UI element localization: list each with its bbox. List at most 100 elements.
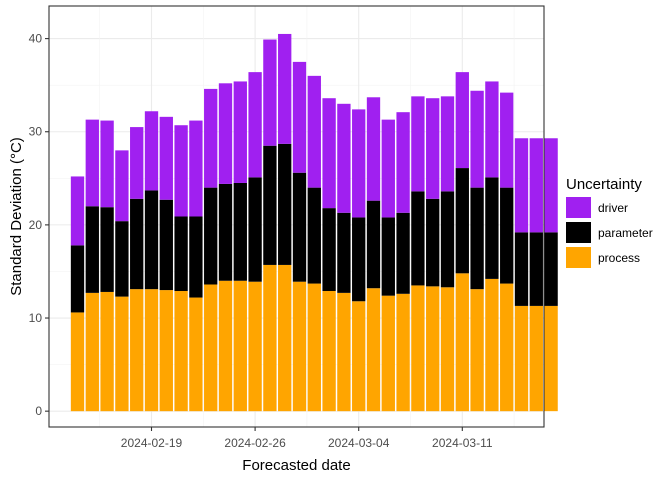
bar-segment-process [130, 289, 144, 412]
bar-segment-parameter [426, 198, 440, 287]
x-axis-title: Forecasted date [242, 457, 350, 474]
bar-segment-parameter [396, 212, 410, 294]
bar-segment-parameter [85, 206, 99, 293]
bar-segment-process [174, 291, 188, 412]
bar-segment-driver [292, 61, 307, 173]
bar-segment-driver [500, 92, 514, 188]
bar-segment-parameter [174, 216, 188, 292]
bar-segment-driver [144, 111, 159, 191]
bar-segment-process [292, 281, 307, 412]
bar-segment-driver [233, 81, 247, 183]
bar-segment-driver [159, 116, 173, 200]
bar-segment-process [70, 312, 85, 412]
bar-segment-driver [485, 81, 499, 178]
bar-segment-process [218, 280, 233, 412]
bar-segment-process [248, 281, 262, 412]
bar-segment-driver [366, 97, 381, 201]
bar-segment-process [470, 289, 484, 412]
bar-segment-process [85, 292, 99, 412]
bar-segment-process [233, 280, 247, 412]
bar-segment-process [426, 286, 440, 412]
bar-segment-process [159, 290, 173, 412]
bar-segment-driver [85, 119, 99, 207]
y-tick-label: 40 [29, 32, 43, 46]
bar-segment-process [322, 291, 336, 412]
bar-segment-process [455, 273, 469, 412]
bar-segment-driver [204, 88, 218, 188]
bar-segment-driver [352, 109, 366, 218]
bar-segment-parameter [144, 190, 159, 290]
bar-segment-parameter [544, 232, 558, 306]
bar-segment-process [514, 305, 529, 412]
legend-label-parameter: parameter [598, 226, 653, 240]
bar-segment-process [440, 287, 455, 412]
bar-segment-driver [514, 138, 529, 233]
y-tick-label: 20 [29, 218, 43, 232]
bar-segment-parameter [485, 177, 499, 279]
x-tick-label: 2024-02-26 [224, 436, 286, 450]
bar-segment-process [144, 289, 159, 412]
bar-segment-process [204, 284, 218, 412]
bar-segment-process [307, 283, 321, 412]
bar-segment-process [381, 295, 395, 412]
bar-segment-parameter [159, 199, 173, 291]
bar-segment-parameter [307, 187, 321, 284]
legend-label-driver: driver [598, 201, 628, 215]
bar-segment-driver [130, 127, 144, 199]
x-tick-label: 2024-03-04 [328, 436, 390, 450]
bar-segment-driver [411, 96, 425, 192]
bar-segment-process [352, 301, 366, 412]
legend-title: Uncertainty [566, 176, 642, 193]
legend-label-process: process [598, 251, 640, 265]
bar-segment-parameter [322, 208, 336, 292]
bar-segment-parameter [278, 143, 292, 265]
bar-segment-driver [470, 90, 484, 188]
bar-segment-process [396, 293, 410, 412]
legend-key-driver [566, 197, 591, 218]
bar-segment-parameter [411, 191, 425, 286]
bar-segment-parameter [337, 212, 351, 293]
bar-segment-process [529, 305, 543, 412]
bar-segment-driver [440, 96, 455, 192]
y-tick-label: 30 [29, 125, 43, 139]
bar-segment-driver [307, 75, 321, 188]
bar-segment-driver [455, 72, 469, 169]
bar-segment-driver [529, 138, 543, 233]
bar-segment-parameter [204, 187, 218, 285]
bar-segment-parameter [218, 183, 233, 281]
bar-segment-parameter [366, 200, 381, 289]
bar-segment-driver [70, 176, 85, 246]
y-tick-label: 10 [29, 311, 43, 325]
bar-segment-parameter [70, 245, 85, 313]
bar-segment-parameter [500, 187, 514, 284]
bar-segment-process [544, 305, 558, 412]
bar-segment-driver [337, 103, 351, 213]
bar-segment-driver [544, 138, 558, 233]
legend-key-parameter [566, 222, 591, 243]
plot-panel-border [48, 5, 545, 428]
bar-segment-parameter [352, 217, 366, 302]
bar-segment-parameter [115, 221, 129, 297]
bar-segment-process [100, 291, 114, 412]
x-tick-label: 2024-02-19 [121, 436, 183, 450]
bar-segment-driver [322, 98, 336, 209]
bar-segment-process [485, 278, 499, 412]
bar-segment-parameter [292, 172, 307, 282]
bar-segment-process [411, 285, 425, 412]
bar-segment-parameter [100, 207, 114, 292]
y-tick-label: 0 [35, 404, 42, 418]
bar-segment-process [500, 283, 514, 412]
bar-segment-driver [396, 112, 410, 213]
bar-segment-driver [381, 119, 395, 218]
bar-segment-driver [218, 83, 233, 184]
bar-segment-parameter [189, 216, 203, 298]
bar-segment-parameter [455, 168, 469, 274]
bar-segment-driver [278, 33, 292, 144]
bar-segment-driver [100, 120, 114, 208]
bar-segment-parameter [248, 177, 262, 282]
bar-segment-process [366, 288, 381, 412]
bar-segment-process [189, 297, 203, 412]
legend-key-process [566, 247, 591, 268]
bar-segment-parameter [233, 182, 247, 281]
